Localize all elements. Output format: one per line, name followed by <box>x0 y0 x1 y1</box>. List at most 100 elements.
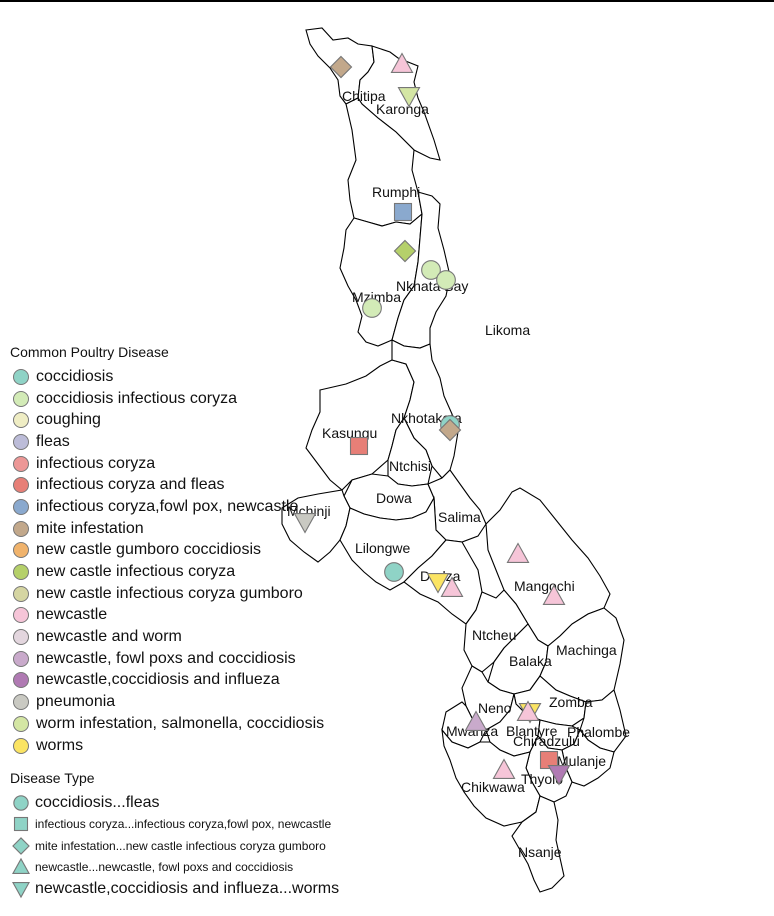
legend-items: coccidiosis coccidiosis infectious coryza… <box>10 366 380 756</box>
legend-swatch <box>13 542 29 559</box>
district-label: Phalombe <box>567 724 630 740</box>
type-legend-label: mite infestation...new castle infectious… <box>35 838 326 853</box>
legend-item: worms <box>10 735 380 757</box>
legend-swatch <box>13 694 29 711</box>
district-label: Nsanje <box>518 844 562 860</box>
disease-marker[interactable] <box>516 700 540 721</box>
district-label: Machinga <box>556 642 617 658</box>
district-nsanje[interactable] <box>511 795 565 893</box>
disease-marker[interactable] <box>426 573 450 594</box>
disease-marker[interactable] <box>329 55 353 79</box>
disease-markers <box>293 52 571 786</box>
district-label: Nkhata Bay <box>396 278 468 294</box>
district-label: Thyolo <box>521 771 563 787</box>
legend-swatch <box>13 737 29 754</box>
legend-label: new castle infectious coryza <box>36 563 236 581</box>
legend-swatch <box>13 564 29 581</box>
disease-marker[interactable] <box>438 418 462 442</box>
district-label: Ntchisi <box>389 458 431 474</box>
type-legend-label: coccidiosis...fleas <box>35 793 160 811</box>
type-legend-item: infectious coryza...infectious coryza,fo… <box>10 814 390 836</box>
disease-marker[interactable] <box>421 260 441 280</box>
disease-marker[interactable] <box>464 710 488 731</box>
district-karonga[interactable] <box>357 45 441 161</box>
district-boundaries <box>281 27 627 893</box>
legend-label: worm infestation, salmonella, coccidiosi… <box>36 714 325 732</box>
district-label: Lilongwe <box>355 540 410 556</box>
legend-label: newcastle <box>36 606 108 624</box>
disease-marker[interactable] <box>397 87 421 108</box>
disease-marker[interactable] <box>542 584 566 605</box>
disease-marker[interactable] <box>362 298 382 318</box>
disease-marker[interactable] <box>293 513 317 534</box>
type-legend-item: mite infestation...new castle infectious… <box>10 835 390 857</box>
legend-item: worm infestation, salmonella, coccidiosi… <box>10 713 380 735</box>
disease-marker[interactable] <box>440 576 464 597</box>
district-label: Balaka <box>509 653 552 669</box>
legend-item: infectious coryza and fleas <box>10 474 380 496</box>
disease-marker[interactable] <box>384 562 404 582</box>
legend-item: newcastle <box>10 605 380 627</box>
disease-marker[interactable] <box>349 436 369 456</box>
legend-swatch <box>13 672 29 689</box>
legend-swatch <box>13 585 29 602</box>
district-label: Chitipa <box>342 88 386 104</box>
legend-label: coccidiosis <box>36 367 114 385</box>
disease-marker[interactable] <box>390 52 414 73</box>
legend-swatch <box>13 715 29 732</box>
type-legend-label: newcastle...newcastle, fowl poxs and coc… <box>35 860 294 875</box>
triangle-up-icon <box>12 858 30 875</box>
legend-item: newcastle,coccidiosis and influeza <box>10 670 380 692</box>
legend-label: mite infestation <box>36 519 144 537</box>
legend-swatch <box>13 498 29 515</box>
legend-item: newcastle and worm <box>10 626 380 648</box>
disease-marker[interactable] <box>506 542 530 563</box>
legend-label: newcastle, fowl poxs and coccidiosis <box>36 649 296 667</box>
disease-marker[interactable] <box>393 202 413 222</box>
disease-marker[interactable] <box>436 270 456 290</box>
type-legend-item: newcastle...newcastle, fowl poxs and coc… <box>10 857 390 879</box>
district-label: Salima <box>438 509 481 525</box>
disease-marker[interactable] <box>539 750 559 770</box>
legend-item: mite infestation <box>10 518 380 540</box>
legend-item: pneumonia <box>10 691 380 713</box>
district-label: Neno <box>478 700 512 716</box>
legend-item: new castle gumboro coccidiosis <box>10 540 380 562</box>
legend-item: infectious coryza <box>10 453 380 475</box>
district-label: Likoma <box>485 322 530 338</box>
legend-label: newcastle and worm <box>36 628 182 646</box>
disease-legend: Common Poultry Disease coccidiosis coccid… <box>10 344 380 756</box>
type-legend-label: newcastle,coccidiosis and influeza...wor… <box>35 879 340 897</box>
legend-swatch <box>13 650 29 667</box>
legend-label: new castle infectious coryza gumboro <box>36 584 303 602</box>
triangle-down-icon <box>12 881 30 898</box>
legend-label: newcastle,coccidiosis and influeza <box>36 671 280 689</box>
legend-item: new castle infectious coryza <box>10 561 380 583</box>
diamond-icon <box>12 836 30 855</box>
legend-label: infectious coryza and fleas <box>36 476 225 494</box>
legend-label: pneumonia <box>36 693 116 711</box>
legend-item: coughing <box>10 409 380 431</box>
district-label: Zomba <box>549 694 593 710</box>
legend-label: fleas <box>36 432 70 450</box>
legend-item: coccidiosis <box>10 366 380 388</box>
legend-item: infectious coryza,fowl pox, newcastle <box>10 496 380 518</box>
circle-icon <box>13 795 29 811</box>
legend-label: coughing <box>36 411 101 429</box>
legend-label: coccidiosis infectious coryza <box>36 389 237 407</box>
legend-swatch <box>13 390 29 407</box>
disease-type-legend: Disease Type coccidiosis...fleas infectio… <box>10 770 390 900</box>
legend-item: coccidiosis infectious coryza <box>10 388 380 410</box>
disease-marker[interactable] <box>547 765 571 786</box>
legend-swatch <box>13 455 29 472</box>
district-label: Mangochi <box>514 578 575 594</box>
disease-marker[interactable] <box>393 239 417 263</box>
type-legend-label: infectious coryza...infectious coryza,fo… <box>35 817 332 832</box>
type-legend-title: Disease Type <box>10 770 95 786</box>
legend-swatch <box>13 433 29 450</box>
district-label: Chiradzulu <box>513 733 580 749</box>
legend-item: new castle infectious coryza gumboro <box>10 583 380 605</box>
legend-swatch <box>13 607 29 624</box>
disease-marker[interactable] <box>492 758 516 779</box>
